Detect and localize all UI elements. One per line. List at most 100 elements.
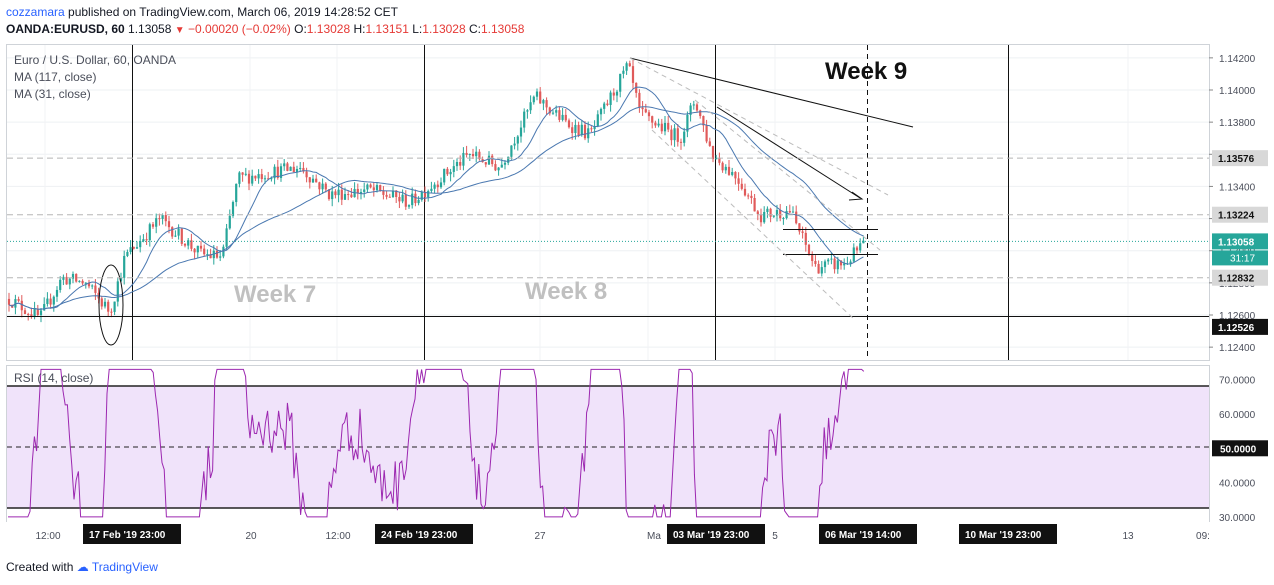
candle-up bbox=[311, 178, 315, 183]
candle-up bbox=[593, 125, 596, 130]
candle-up bbox=[289, 166, 292, 171]
candle-up bbox=[772, 215, 775, 217]
candle-up bbox=[596, 114, 599, 126]
ma-117-legend: MA (117, close) bbox=[14, 70, 97, 84]
candle-up bbox=[244, 173, 247, 175]
candle-up bbox=[683, 131, 686, 143]
price-badge-bg bbox=[1212, 233, 1268, 250]
candle-up bbox=[619, 73, 622, 92]
candle-up bbox=[686, 114, 689, 132]
author-link[interactable]: cozzamara bbox=[6, 5, 65, 19]
candle-up bbox=[219, 256, 222, 258]
candle-down bbox=[705, 125, 708, 142]
time-tick-label: 27 bbox=[534, 531, 546, 542]
candle-down bbox=[347, 194, 350, 196]
candle-up bbox=[785, 210, 788, 219]
tradingview-link[interactable]: TradingView bbox=[91, 560, 158, 574]
candle-up bbox=[503, 162, 507, 165]
candle-down bbox=[145, 239, 148, 241]
symbol-title: Euro / U.S. Dollar, 60, OANDA bbox=[14, 53, 177, 67]
candle-down bbox=[606, 103, 609, 105]
candle-down bbox=[164, 215, 167, 222]
date-badge-text: 24 Feb '19 23:00 bbox=[381, 530, 458, 541]
candle-down bbox=[638, 92, 641, 108]
candle-down bbox=[839, 260, 843, 266]
date-badge-text: 03 Mar '19 23:00 bbox=[673, 530, 750, 541]
candle-up bbox=[580, 124, 583, 136]
candle-up bbox=[427, 190, 430, 198]
candle-up bbox=[519, 127, 523, 137]
candle-down bbox=[385, 194, 388, 197]
candle-up bbox=[68, 278, 71, 285]
candle-up bbox=[206, 254, 209, 256]
candle-down bbox=[199, 245, 203, 249]
high-value: 1.13151 bbox=[365, 22, 409, 36]
candle-up bbox=[603, 103, 606, 109]
price-pane[interactable] bbox=[6, 44, 1210, 361]
low-ellipse[interactable] bbox=[98, 264, 124, 346]
candle-up bbox=[609, 92, 612, 105]
candle-down bbox=[465, 152, 468, 155]
time-tick-label: 12:00 bbox=[35, 531, 60, 542]
candle-up bbox=[443, 168, 446, 183]
candle-up bbox=[500, 164, 503, 168]
candle-down bbox=[327, 189, 331, 200]
candle-down bbox=[286, 163, 289, 171]
candle-down bbox=[241, 172, 244, 175]
candle-down bbox=[759, 214, 763, 223]
candle-up bbox=[407, 205, 411, 207]
date-badge-bg bbox=[375, 524, 473, 544]
candle-up bbox=[391, 190, 395, 198]
candle-up bbox=[279, 166, 283, 178]
candle-up bbox=[155, 218, 158, 227]
candle-down bbox=[478, 151, 481, 160]
candle-down bbox=[817, 263, 820, 274]
candle-up bbox=[823, 261, 827, 268]
candle-down bbox=[260, 174, 263, 180]
time-axis-bg bbox=[0, 522, 1274, 547]
price-change: −0.00020 (−0.02%) bbox=[188, 22, 291, 36]
candle-down bbox=[807, 244, 811, 255]
candle-up bbox=[529, 102, 532, 111]
candle-down bbox=[740, 183, 743, 189]
candle-down bbox=[267, 178, 270, 180]
close-label: C: bbox=[469, 22, 481, 36]
candle-down bbox=[577, 124, 580, 136]
candle-up bbox=[270, 178, 273, 180]
candle-up bbox=[523, 111, 526, 128]
candle-up bbox=[337, 189, 340, 196]
candle-up bbox=[859, 243, 862, 251]
candle-up bbox=[116, 281, 119, 302]
candle-down bbox=[590, 128, 593, 130]
candle-down bbox=[318, 182, 321, 190]
countdown-bg bbox=[1212, 250, 1268, 266]
candle-up bbox=[257, 174, 260, 179]
channel-dashed-3 bbox=[694, 99, 881, 251]
candle-down bbox=[193, 248, 196, 253]
resistance-trendline[interactable] bbox=[629, 57, 914, 128]
candle-down bbox=[436, 184, 439, 188]
candle-down bbox=[398, 196, 401, 202]
candle-up bbox=[836, 260, 839, 270]
quote-line: OANDA:EURUSD, 60 1.13058 ▼ −0.00020 (−0.… bbox=[6, 22, 524, 36]
candle-up bbox=[475, 151, 478, 157]
candle-up bbox=[430, 188, 433, 191]
candle-up bbox=[433, 184, 436, 189]
candle-down bbox=[254, 175, 257, 179]
candle-down bbox=[81, 280, 84, 284]
candle-up bbox=[43, 304, 46, 311]
rsi-tick-label: 60.0000 bbox=[1219, 410, 1256, 421]
low-label: L: bbox=[412, 22, 423, 36]
candle-up bbox=[187, 240, 190, 246]
candle-up bbox=[177, 228, 180, 236]
candle-down bbox=[382, 190, 385, 195]
ma-31-line bbox=[8, 86, 864, 310]
candle-up bbox=[468, 153, 471, 155]
chart-canvas[interactable]: Week 7 Week 8 Week 9 1.14200 1.14000 1.138… bbox=[0, 0, 1274, 560]
candle-up bbox=[625, 63, 628, 71]
candle-down bbox=[635, 82, 638, 93]
channel-trendline[interactable] bbox=[716, 106, 861, 199]
channel-dashed-1 bbox=[629, 57, 889, 196]
candle-up bbox=[119, 277, 123, 282]
